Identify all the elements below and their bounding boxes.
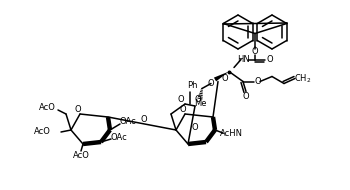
Text: O: O <box>180 105 186 113</box>
Text: OAc: OAc <box>111 134 127 142</box>
Text: OAc: OAc <box>120 117 136 127</box>
Polygon shape <box>214 71 229 81</box>
Text: AcO: AcO <box>34 127 51 136</box>
Text: O: O <box>178 94 184 104</box>
Text: O: O <box>195 96 201 105</box>
Text: AcHN: AcHN <box>219 130 243 139</box>
Text: O: O <box>252 47 258 56</box>
Text: O: O <box>255 77 261 86</box>
Text: O: O <box>208 79 214 88</box>
Text: AcO: AcO <box>72 151 90 161</box>
Text: O: O <box>141 115 147 124</box>
Text: O: O <box>75 105 81 113</box>
Text: O: O <box>243 92 249 101</box>
Text: Me: Me <box>194 99 206 108</box>
Text: AcO: AcO <box>39 104 56 112</box>
Text: O: O <box>192 123 198 131</box>
Text: Ph: Ph <box>187 81 197 89</box>
Text: CH$_2$: CH$_2$ <box>294 72 312 85</box>
Text: HN: HN <box>237 55 249 64</box>
Text: O: O <box>267 55 273 64</box>
Text: O: O <box>222 74 228 83</box>
